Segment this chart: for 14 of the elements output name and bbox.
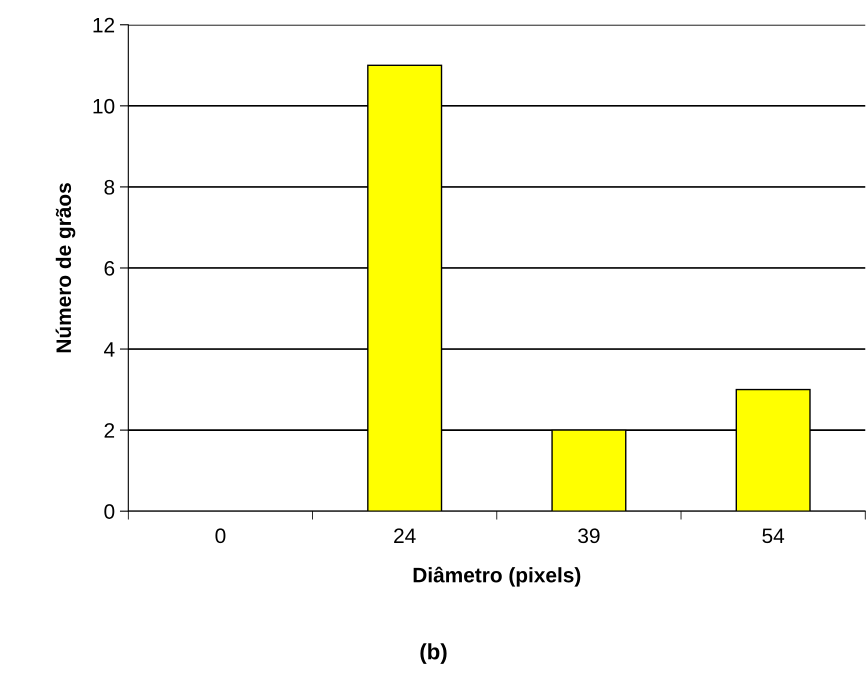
x-tick-label: 0: [215, 528, 226, 544]
y-tick-label: 8: [104, 180, 114, 195]
x-tick-label: 54: [762, 528, 784, 544]
y-tick-label: 10: [94, 98, 114, 114]
y-tick-label: 0: [104, 504, 114, 519]
y-tick-label: 2: [104, 423, 114, 438]
x-axis-title: Diâmetro (pixels): [414, 566, 580, 587]
x-tick-label: 39: [578, 528, 600, 544]
x-tick-label: 24: [394, 528, 416, 543]
y-tick-label: 4: [104, 342, 115, 357]
text: (b): [420, 643, 447, 664]
y-axis-title: Número de grãos: [56, 183, 76, 352]
y-tick-label: 6: [104, 260, 114, 276]
y-tick-label: 12: [94, 18, 114, 32]
